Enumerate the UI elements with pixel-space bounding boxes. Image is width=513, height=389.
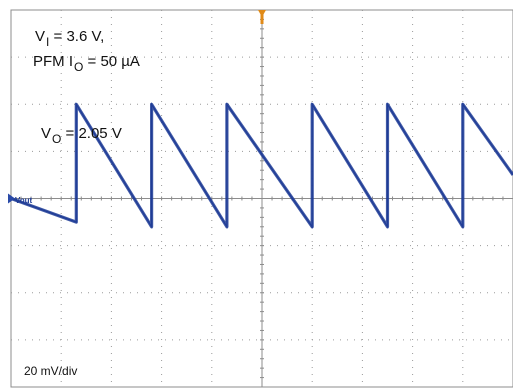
- load-current-subscript: O: [74, 60, 84, 74]
- load-current-suffix: = 50 µA: [83, 53, 140, 70]
- vout-suffix: = 2.05 V: [61, 125, 122, 142]
- graticule: [10, 9, 513, 388]
- load-current-prefix: PFM I: [33, 53, 73, 70]
- vin-prefix: V: [35, 28, 46, 45]
- vout-subscript: O: [52, 132, 62, 146]
- channel-marker-label: Vout: [15, 196, 33, 205]
- vout-trace-group: [10, 102, 513, 229]
- vertical-scale-label: 20 mV/div: [24, 364, 78, 378]
- vout-annotation: VO = 2.05 V: [41, 125, 122, 146]
- vout-trace-line: [10, 102, 513, 229]
- load-current-annotation: PFM IO = 50 µA: [33, 53, 140, 74]
- vin-suffix: = 3.6 V,: [49, 28, 105, 45]
- vin-annotation: VI = 3.6 V,: [35, 28, 105, 49]
- channel-ground-marker: [8, 193, 15, 204]
- markers: [8, 10, 266, 204]
- vin-subscript: I: [46, 35, 50, 49]
- vout-prefix: V: [41, 125, 52, 142]
- trigger-marker-stem: [260, 12, 264, 24]
